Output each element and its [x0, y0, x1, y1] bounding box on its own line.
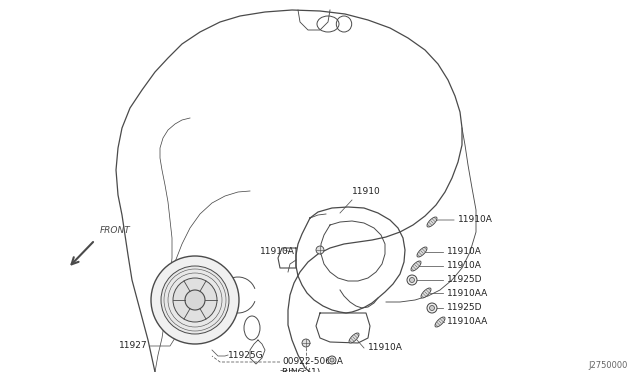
Circle shape — [429, 305, 435, 311]
Text: 11925G: 11925G — [228, 350, 264, 359]
Circle shape — [161, 266, 229, 334]
Ellipse shape — [427, 217, 437, 227]
Text: 11927: 11927 — [120, 341, 148, 350]
Text: RING (1): RING (1) — [282, 368, 320, 372]
Circle shape — [302, 339, 310, 347]
Ellipse shape — [435, 317, 445, 327]
Ellipse shape — [411, 261, 421, 271]
Text: 11925D: 11925D — [447, 276, 483, 285]
Circle shape — [316, 246, 324, 254]
Circle shape — [410, 278, 415, 282]
Ellipse shape — [349, 333, 359, 343]
Text: 11910A: 11910A — [260, 247, 295, 257]
Text: 11910A: 11910A — [368, 343, 403, 353]
Text: 11910: 11910 — [352, 187, 381, 196]
Text: 11910A: 11910A — [447, 262, 482, 270]
Text: 11910AA: 11910AA — [447, 317, 488, 327]
Ellipse shape — [417, 247, 427, 257]
Text: 11910A: 11910A — [458, 215, 493, 224]
Circle shape — [328, 356, 336, 364]
Circle shape — [407, 275, 417, 285]
Text: J2750000: J2750000 — [589, 360, 628, 369]
Circle shape — [173, 278, 217, 322]
Text: 11910AA: 11910AA — [447, 289, 488, 298]
Circle shape — [185, 290, 205, 310]
Text: 11910A: 11910A — [447, 247, 482, 257]
Circle shape — [427, 303, 437, 313]
Text: FRONT: FRONT — [100, 226, 131, 235]
Circle shape — [330, 358, 334, 362]
Circle shape — [151, 256, 239, 344]
Ellipse shape — [421, 288, 431, 298]
Text: 11925D: 11925D — [447, 304, 483, 312]
Text: 00922-5061A: 00922-5061A — [282, 357, 343, 366]
